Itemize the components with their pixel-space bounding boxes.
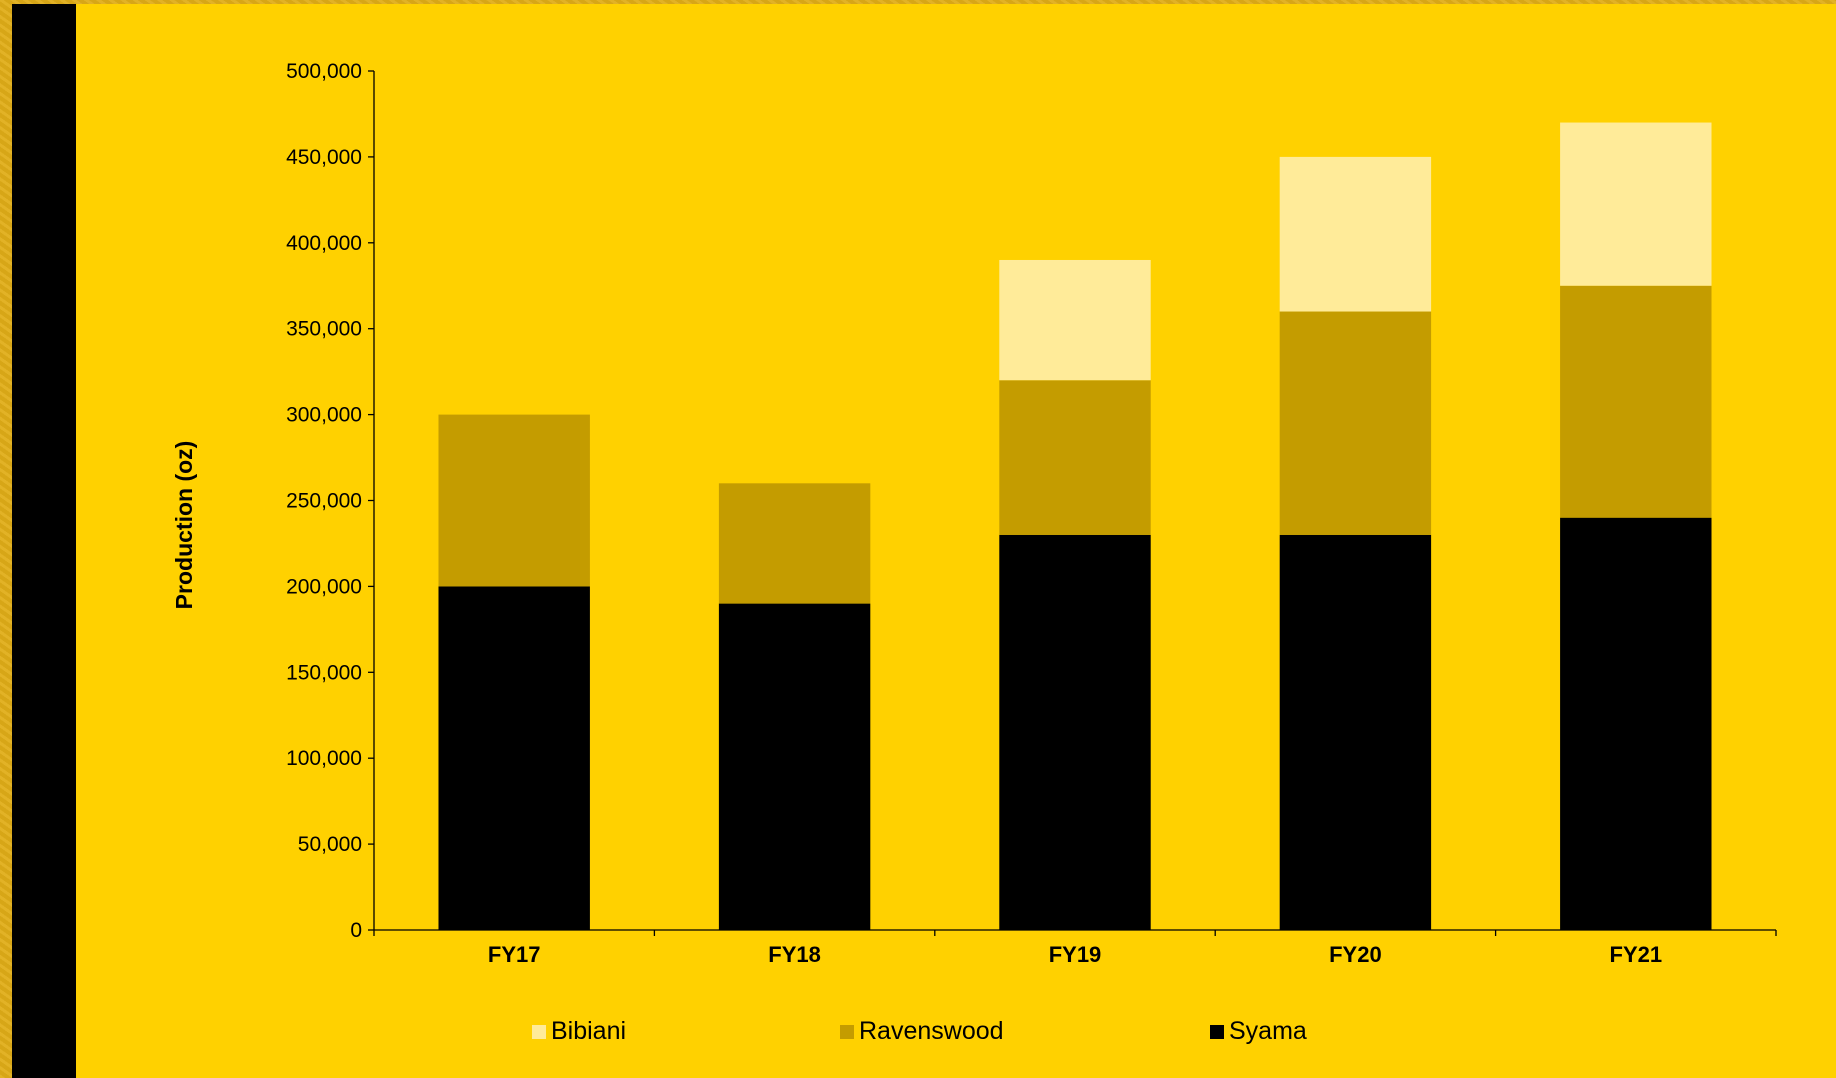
y-tick-label: 100,000 (286, 747, 362, 770)
bar-segment-syama-fy21 (1560, 517, 1712, 930)
legend-swatch-syama (1210, 1025, 1224, 1039)
bar-segment-ravenswood-fy20 (1279, 311, 1432, 535)
left-black-bar (12, 4, 76, 1078)
bar-segment-bibiani-fy20 (1279, 156, 1432, 312)
y-axis: 0 50,000 100,000 150,000 200,000 250,000 300,0… (286, 60, 375, 942)
bar-segment-ravenswood-fy21 (1560, 285, 1712, 518)
x-category-label: FY21 (1610, 942, 1663, 967)
bar-segment-syama-fy19 (999, 534, 1151, 930)
y-tick-label: 0 (350, 919, 362, 942)
bar-segment-ravenswood-fy17 (438, 414, 590, 587)
y-tick-label: 400,000 (286, 232, 362, 255)
x-category-label: FY20 (1329, 942, 1382, 967)
y-tick-label: 450,000 (286, 146, 362, 169)
bar-segment-ravenswood-fy19 (999, 380, 1151, 535)
stacked-bar-chart: 0 50,000 100,000 150,000 200,000 250,000 300,0… (171, 60, 1777, 1045)
x-category-label: FY18 (768, 942, 821, 967)
bar-segment-syama-fy20 (1279, 534, 1432, 930)
bar-segment-bibiani-fy19 (999, 259, 1151, 381)
y-tick-label: 50,000 (298, 833, 362, 856)
legend-label-syama: Syama (1229, 1017, 1307, 1045)
y-tick-label: 300,000 (286, 404, 362, 427)
x-axis: FY17 FY18 FY19 FY20 FY21 (373, 929, 1777, 967)
y-axis-title: Production (oz) (171, 441, 197, 610)
y-tick-label: 150,000 (286, 661, 362, 684)
legend: Bibiani Ravenswood Syama (532, 1017, 1307, 1045)
chart-panel: 0 50,000 100,000 150,000 200,000 250,000 300,0… (76, 4, 1836, 1078)
legend-label-bibiani: Bibiani (551, 1017, 626, 1045)
bar-segment-bibiani-fy21 (1560, 122, 1712, 286)
x-category-label: FY19 (1049, 942, 1102, 967)
y-tick-label: 250,000 (286, 490, 362, 513)
y-tick-label: 350,000 (286, 318, 362, 341)
bar-segment-ravenswood-fy18 (718, 483, 871, 604)
x-category-label: FY17 (488, 942, 541, 967)
bars (438, 122, 1712, 930)
y-tick-label: 200,000 (286, 575, 362, 598)
legend-swatch-ravenswood (840, 1025, 854, 1039)
legend-swatch-bibiani (532, 1025, 546, 1039)
y-tick-label: 500,000 (286, 60, 362, 83)
bar-segment-syama-fy17 (438, 586, 590, 930)
bar-segment-syama-fy18 (718, 603, 871, 930)
legend-label-ravenswood: Ravenswood (859, 1017, 1004, 1045)
